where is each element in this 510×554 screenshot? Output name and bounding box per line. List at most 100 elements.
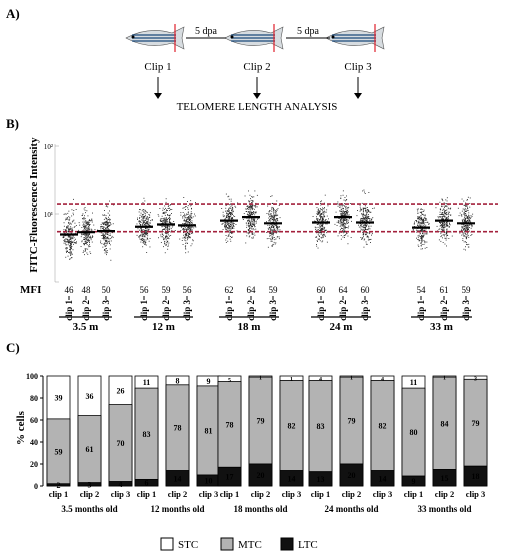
scatter-point: [420, 217, 422, 219]
scatter-point: [421, 237, 423, 238]
scatter-point: [465, 228, 467, 230]
scatter-point: [270, 216, 272, 218]
scatter-point: [185, 237, 187, 239]
scatter-point: [222, 229, 224, 230]
scatter-point: [145, 234, 147, 236]
scatter-point: [470, 217, 472, 219]
scatter-point: [230, 240, 232, 242]
scatter-point: [103, 243, 105, 245]
scatter-point: [365, 216, 367, 218]
scatter-point: [362, 214, 363, 216]
scatter-point: [362, 212, 364, 214]
scatter-point: [186, 234, 187, 235]
scatter-point: [144, 223, 146, 225]
scatter-point: [257, 218, 258, 220]
scatter-point: [89, 235, 91, 237]
scatter-point: [322, 228, 323, 230]
scatter-point: [247, 214, 249, 216]
scatter-point: [444, 223, 446, 225]
scatter-point: [470, 235, 472, 236]
scatter-point: [230, 206, 232, 208]
scatter-point: [63, 229, 65, 231]
scatter-point: [339, 210, 341, 212]
scatter-point: [108, 223, 109, 225]
scatter-point: [365, 227, 367, 228]
scatter-point: [365, 241, 367, 243]
scatter-point: [65, 248, 67, 249]
scatter-point: [271, 234, 273, 236]
scatter-point: [323, 214, 324, 216]
scatter-point: [342, 230, 344, 232]
scatter-point: [341, 213, 343, 215]
scatter-point: [105, 218, 107, 220]
scatter-point: [142, 240, 143, 241]
scatter-point: [225, 242, 227, 243]
scatter-point: [340, 210, 341, 212]
scatter-point: [166, 241, 168, 243]
scatter-point: [144, 229, 146, 231]
scatter-point: [187, 208, 189, 210]
scatter-point: [272, 211, 274, 213]
scatter-point: [137, 217, 138, 219]
scatter-point: [466, 244, 468, 246]
scatter-point: [369, 233, 371, 235]
scatter-point: [420, 208, 422, 210]
scatter-point: [465, 237, 467, 239]
scatter-point: [464, 214, 465, 216]
scatter-point: [63, 222, 65, 224]
scatter-point: [164, 225, 165, 227]
scatter-point: [67, 239, 69, 241]
scatter-point: [108, 240, 110, 242]
scatter-point: [345, 218, 347, 220]
scatter-point: [444, 215, 446, 217]
scatter-point: [270, 196, 272, 197]
scatter-point: [167, 214, 168, 216]
scatter-point: [171, 209, 173, 210]
scatter-point: [460, 214, 462, 216]
scatter-point: [230, 203, 231, 205]
ltc-value: 14: [288, 474, 296, 483]
scatter-point: [106, 240, 108, 242]
scatter-point: [421, 221, 423, 223]
scatter-point: [441, 204, 443, 206]
scatter-point: [251, 218, 252, 219]
scatter-point: [448, 226, 450, 228]
scatter-point: [229, 225, 230, 227]
scatter-point: [466, 204, 468, 206]
scatter-point: [467, 216, 468, 218]
scatter-point: [358, 224, 359, 226]
scatter-point: [80, 246, 82, 247]
scatter-point: [105, 228, 107, 230]
scatter-point: [84, 250, 86, 251]
scatter-point: [186, 220, 188, 221]
scatter-point: [464, 225, 466, 227]
scatter-point: [82, 218, 83, 220]
scatter-point: [319, 231, 321, 233]
scatter-point: [165, 221, 167, 223]
clip-label: clip 2: [246, 300, 256, 321]
scatter-point: [84, 238, 86, 240]
scatter-point: [108, 238, 109, 240]
scatter-point: [251, 211, 253, 213]
scatter-point: [225, 223, 227, 224]
scatter-point: [163, 246, 164, 248]
scatter-point: [367, 214, 369, 215]
scatter-point: [271, 229, 273, 231]
scatter-point: [105, 251, 107, 253]
scatter-point: [343, 230, 344, 232]
scatter-point: [90, 236, 92, 238]
scatter-point: [342, 211, 344, 212]
scatter-point: [451, 235, 453, 237]
scatter-point: [342, 204, 344, 206]
scatter-point: [418, 234, 420, 236]
scatter-point: [189, 218, 191, 220]
scatter-point: [194, 215, 196, 217]
scatter-point: [271, 240, 273, 242]
scatter-point: [186, 218, 188, 220]
scatter-point: [229, 227, 231, 229]
scatter-point: [144, 212, 146, 214]
scatter-point: [448, 238, 450, 239]
scatter-point: [270, 232, 272, 234]
scatter-point: [444, 211, 446, 213]
scatter-point: [418, 221, 419, 223]
